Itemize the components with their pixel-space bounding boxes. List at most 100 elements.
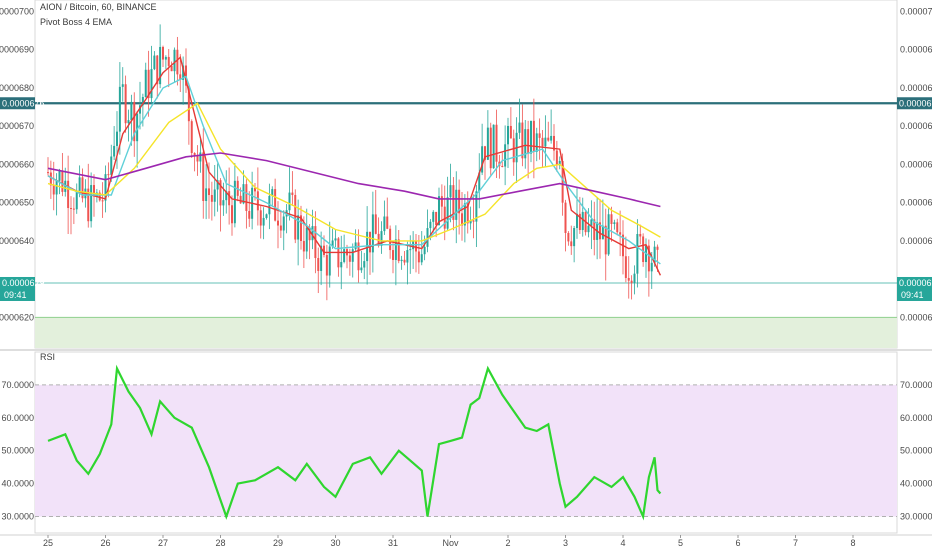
y-tick-right: 0.0000670 bbox=[900, 121, 932, 131]
candle-body bbox=[64, 180, 67, 192]
candle-body bbox=[624, 256, 627, 278]
candle-body bbox=[423, 246, 426, 255]
candle-body bbox=[426, 228, 429, 247]
candle-body bbox=[182, 65, 185, 80]
candle-body bbox=[202, 152, 205, 201]
x-tick-label: 7 bbox=[793, 538, 798, 548]
candle-body bbox=[561, 160, 564, 203]
x-tick-label: 3 bbox=[563, 538, 568, 548]
candle-body bbox=[369, 231, 371, 253]
candle-body bbox=[389, 228, 392, 251]
rsi-tick-right: 30.0000 bbox=[900, 512, 932, 522]
candle-body bbox=[340, 261, 343, 268]
candle-body bbox=[532, 120, 535, 152]
candle-body bbox=[538, 133, 541, 138]
y-tick-left: 0.0000620 bbox=[0, 312, 34, 322]
last-price-label: 0.0000629 bbox=[899, 278, 932, 288]
candle-body bbox=[501, 165, 504, 167]
candle-body bbox=[104, 174, 107, 201]
candle-body bbox=[325, 254, 328, 276]
candle-body bbox=[558, 160, 561, 166]
candle-body bbox=[475, 191, 478, 222]
candle-body bbox=[75, 190, 78, 210]
candle-body bbox=[156, 55, 159, 85]
rsi-tick-left: 70.0000 bbox=[1, 380, 34, 390]
candle-body bbox=[570, 241, 573, 247]
indicator-name: Pivot Boss 4 EMA bbox=[40, 17, 113, 27]
x-tick-label: 31 bbox=[388, 538, 398, 548]
candle-body bbox=[58, 170, 61, 181]
candle-body bbox=[653, 246, 656, 263]
candle-body bbox=[162, 46, 164, 60]
candle-body bbox=[52, 185, 55, 195]
candle-body bbox=[599, 222, 601, 240]
candle-body bbox=[98, 192, 101, 201]
candle-body bbox=[535, 133, 538, 152]
candle-body bbox=[170, 65, 173, 72]
candle-body bbox=[199, 152, 202, 162]
candle-body bbox=[107, 174, 110, 176]
candle-body bbox=[116, 131, 118, 146]
candle-body bbox=[265, 214, 268, 218]
candle-body bbox=[239, 195, 242, 204]
candle-body bbox=[409, 249, 412, 251]
y-tick-right: 0.0000620 bbox=[900, 312, 932, 322]
candle-body bbox=[406, 250, 409, 263]
y-tick-left: 0.0000670 bbox=[0, 121, 34, 131]
countdown-label: 09:41 bbox=[901, 290, 924, 300]
candle-body bbox=[127, 120, 130, 124]
candle-body bbox=[521, 122, 524, 159]
y-tick-right: 0.0000700 bbox=[900, 6, 932, 16]
rsi-line bbox=[47, 364, 662, 521]
candle-body bbox=[164, 56, 167, 60]
rsi-tick-right: 70.0000 bbox=[900, 380, 932, 390]
rsi-tick-right: 60.0000 bbox=[900, 413, 932, 423]
x-tick-label: 8 bbox=[850, 538, 855, 548]
candle-body bbox=[311, 226, 314, 241]
candle-body bbox=[383, 216, 386, 232]
rsi-label: RSI bbox=[40, 352, 56, 362]
candle-body bbox=[93, 185, 95, 197]
candle-body bbox=[573, 228, 576, 247]
candle-body bbox=[639, 233, 642, 237]
candle-body bbox=[495, 124, 498, 162]
candle-body bbox=[328, 246, 331, 276]
candle-body bbox=[317, 258, 320, 271]
resistance-label: 0.0000676 bbox=[2, 98, 45, 108]
candle-body bbox=[113, 145, 116, 157]
candle-body bbox=[610, 214, 613, 224]
candle-body bbox=[110, 156, 113, 175]
candle-body bbox=[630, 280, 633, 283]
candle-body bbox=[509, 125, 512, 139]
x-tick-label: 4 bbox=[620, 538, 625, 548]
x-tick-label: 29 bbox=[273, 538, 283, 548]
candle-body bbox=[593, 219, 596, 240]
candle-body bbox=[314, 226, 317, 259]
candle-body bbox=[463, 203, 466, 226]
candle-body bbox=[371, 214, 374, 253]
candle-body bbox=[394, 239, 397, 260]
candle-body bbox=[121, 84, 124, 87]
y-tick-right: 0.0000640 bbox=[900, 236, 932, 246]
candle-body bbox=[348, 255, 351, 262]
candle-body bbox=[443, 206, 446, 229]
candle-body bbox=[141, 97, 144, 106]
candle-body bbox=[530, 120, 532, 154]
candle-body bbox=[601, 225, 604, 240]
candle-body bbox=[555, 150, 558, 166]
candle-body bbox=[308, 227, 311, 241]
candle-body bbox=[213, 189, 216, 202]
candle-body bbox=[233, 180, 236, 224]
candle-body bbox=[47, 172, 49, 174]
candle-body bbox=[481, 146, 484, 173]
y-tick-left: 0.0000680 bbox=[0, 83, 34, 93]
x-tick-label: 28 bbox=[215, 538, 225, 548]
candle-body bbox=[455, 189, 458, 220]
candle-body bbox=[334, 238, 337, 241]
candle-body bbox=[452, 185, 455, 220]
candle-body bbox=[541, 137, 544, 147]
candle-body bbox=[547, 137, 550, 141]
candle-body bbox=[343, 249, 346, 262]
